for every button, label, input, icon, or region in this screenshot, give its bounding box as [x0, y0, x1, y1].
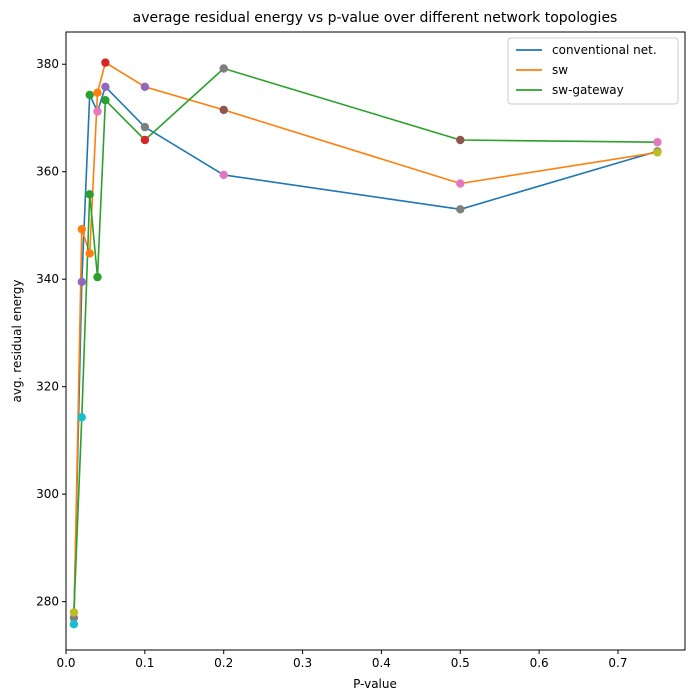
scatter-point-9: [93, 107, 102, 116]
x-tick-label-7: 0.7: [608, 656, 627, 670]
legend-label-1: sw: [552, 63, 568, 77]
scatter-point-16: [140, 82, 150, 92]
x-tick-label-1: 0.1: [135, 656, 154, 670]
x-tick-label-3: 0.3: [293, 656, 312, 670]
scatter-point-15: [140, 122, 150, 132]
plot-background: [66, 32, 685, 650]
y-tick-label-5: 380: [36, 57, 59, 71]
scatter-point-11: [93, 272, 102, 282]
scatter-point-14: [101, 96, 110, 105]
scatter-point-21: [456, 205, 465, 214]
plot-area: [66, 32, 685, 650]
x-tick-label-6: 0.6: [530, 656, 549, 670]
legend: conventional net. sw sw-gateway: [507, 37, 679, 105]
x-tick-label-4: 0.4: [372, 656, 391, 670]
scatter-point-25: [653, 148, 662, 157]
scatter-point-13: [101, 58, 110, 67]
scatter-point-26: [653, 138, 662, 147]
scatter-point-3: [77, 277, 87, 287]
y-tick-label-0: 280: [36, 595, 59, 609]
scatter-point-23: [456, 135, 465, 145]
axes: 0.0 0.1 0.2 0.3 0.4 0.5 0.6 0.7 280 300 320 340 360 3…: [36, 31, 686, 670]
y-axis-label: avg. residual energy: [10, 280, 24, 403]
y-tick-label-2: 320: [36, 380, 59, 394]
scatter-point-7: [85, 249, 94, 258]
scatter-point-8: [85, 190, 94, 199]
scatter-points: [69, 58, 662, 629]
scatter-point-10: [93, 88, 102, 97]
scatter-point-4: [77, 225, 87, 234]
x-tick-label-2: 0.2: [214, 656, 233, 670]
scatter-point-17: [140, 135, 150, 145]
scatter-point-22: [456, 179, 465, 188]
x-tick-label-0: 0.0: [56, 656, 75, 670]
legend-label-2: sw-gateway: [552, 83, 624, 97]
scatter-point-19: [219, 105, 228, 115]
x-tick-label-5: 0.5: [451, 656, 470, 670]
y-tick-label-1: 300: [36, 487, 59, 501]
scatter-point-20: [219, 64, 228, 73]
y-tick-label-4: 360: [36, 165, 59, 179]
scatter-point-5: [77, 413, 87, 422]
scatter-point-18: [219, 170, 228, 180]
chart-title: average residual energy vs p-value over …: [133, 10, 618, 26]
x-axis-label: P-value: [353, 677, 397, 691]
scatter-point-2: [69, 608, 79, 617]
legend-box: [507, 37, 679, 105]
scatter-point-6: [85, 90, 94, 100]
scatter-point-12: [101, 82, 110, 92]
y-tick-label-3: 340: [36, 272, 59, 286]
scatter-point-1: [69, 620, 79, 629]
plot-frame: [65, 31, 686, 651]
legend-label-0: conventional net.: [552, 43, 657, 57]
